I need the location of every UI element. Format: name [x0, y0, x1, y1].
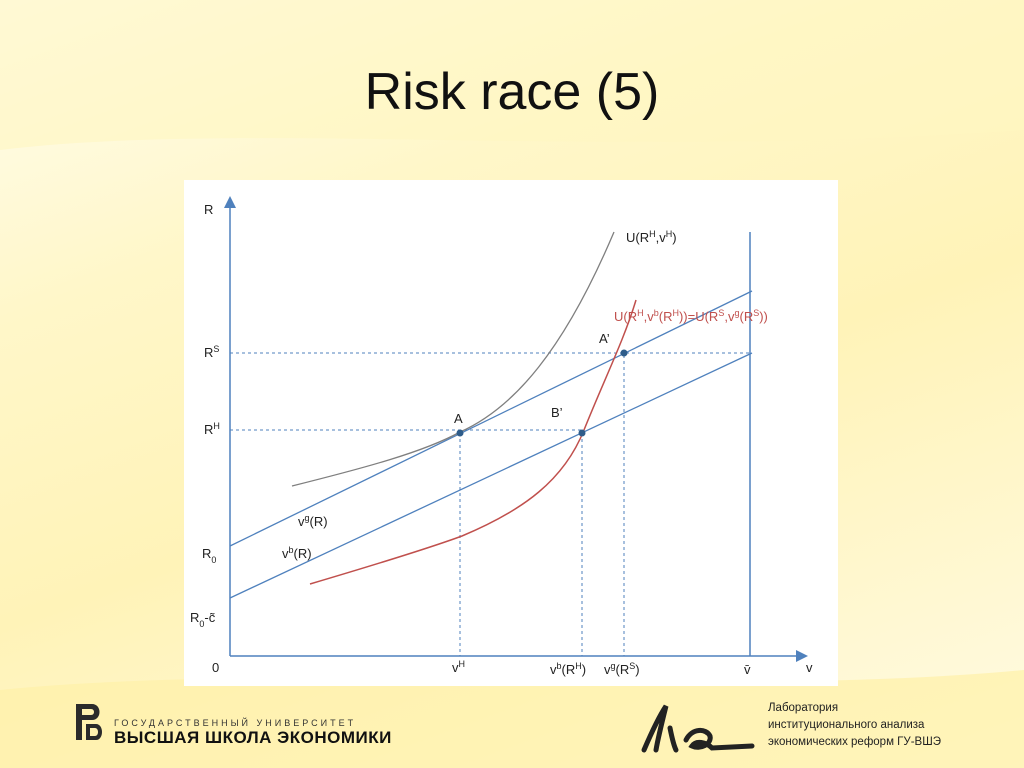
- y-tick-r0-c: R0-c̃: [190, 610, 216, 629]
- vg-line: [229, 290, 753, 547]
- iia-logo-icon: [641, 704, 755, 753]
- y-tick-rs: RS: [204, 344, 219, 360]
- x-tick-vg-rs: vg(RS): [604, 661, 640, 677]
- x-tick-vh: vH: [452, 659, 465, 675]
- x-axis-label: v: [806, 660, 813, 675]
- lab-description: Лаборатория институционального анализа э…: [768, 702, 942, 748]
- label-u-rh-vh: U(RH,vH): [626, 229, 677, 245]
- point-a-label: A: [454, 411, 463, 426]
- label-vg-r: vg(R): [298, 513, 328, 529]
- y-tick-r0: R0: [202, 546, 216, 565]
- slide-title: Risk race (5): [364, 63, 660, 121]
- label-vb-r: vb(R): [282, 545, 312, 561]
- hse-name-line1: ГОСУДАРСТВЕННЫЙ УНИВЕРСИТЕТ: [114, 718, 357, 728]
- point-a-prime-label: A’: [599, 331, 610, 346]
- x-tick-vbar: v̄: [744, 662, 751, 677]
- x-tick-vb-rh: vb(RH): [550, 661, 586, 677]
- y-tick-rh: RH: [204, 421, 220, 437]
- y-axis-label: R: [204, 202, 213, 217]
- equal-utility-curve: [309, 299, 637, 585]
- hse-name-line2: ВЫСШАЯ ШКОЛА ЭКОНОМИКИ: [114, 728, 392, 747]
- indifference-curve-rh-vh: [291, 231, 615, 487]
- label-equal-utility: U(RH,vb(RH))=U(RS,vg(RS)): [614, 308, 768, 324]
- origin-label: 0: [212, 660, 219, 675]
- point-b-prime-dot: [578, 429, 586, 437]
- point-a-dot: [456, 429, 464, 437]
- point-a-prime-dot: [620, 349, 628, 357]
- point-b-prime-label: B’: [551, 405, 563, 420]
- hse-logo-icon: [76, 704, 102, 740]
- vb-line: [229, 352, 753, 599]
- risk-race-diagram: A B’ A’ R v 0 RS RH R0 R0-c̃ vH vb(RH) v…: [190, 196, 813, 677]
- chart-panel: A B’ A’ R v 0 RS RH R0 R0-c̃ vH vb(RH) v…: [184, 180, 838, 686]
